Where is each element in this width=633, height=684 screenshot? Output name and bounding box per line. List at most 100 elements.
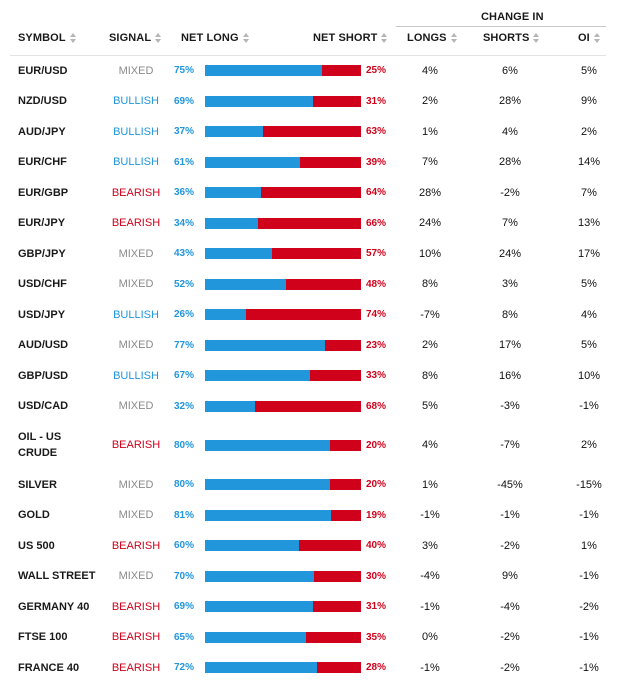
net-short-bar-segment <box>310 370 361 381</box>
symbol-link-text[interactable]: GERMANY 40 <box>18 600 90 613</box>
symbol-link-text[interactable]: EUR/JPY <box>18 217 66 229</box>
table-row[interactable]: WALL STREET MIXED 70% 30% -4% 9% -1% <box>0 561 633 591</box>
table-row[interactable]: OIL - US CRUDE BEARISH 80% 20% 4% -7% 2% <box>0 422 633 468</box>
table-row[interactable]: EUR/USD MIXED 75% 25% 4% 6% 5% <box>0 56 633 85</box>
symbol-link[interactable]: WALL STREET <box>18 561 113 591</box>
table-row[interactable]: USD/CHF MIXED 52% 48% 8% 3% 5% <box>0 269 633 299</box>
symbol-link[interactable]: GBP/JPY <box>18 239 113 268</box>
signal-label-text: BULLISH <box>113 369 159 382</box>
symbol-link[interactable]: SILVER <box>18 470 113 499</box>
signal-label-text: MIXED <box>118 478 154 491</box>
change-shorts-value: -2% <box>480 178 540 207</box>
table-row[interactable]: NZD/USD BULLISH 69% 31% 2% 28% 9% <box>0 86 633 116</box>
symbol-link-text[interactable]: NZD/USD <box>18 95 67 107</box>
column-header-shorts[interactable]: SHORTS <box>483 32 540 44</box>
column-header-longs[interactable]: LONGS <box>407 32 458 44</box>
net-long-value-text: 67% <box>173 370 194 381</box>
symbol-link-text[interactable]: GBP/JPY <box>18 247 66 260</box>
table-row[interactable]: SILVER MIXED 80% 20% 1% -45% -15% <box>0 470 633 499</box>
table-row[interactable]: US 500 BEARISH 60% 40% 3% -2% 1% <box>0 531 633 560</box>
symbol-link[interactable]: USD/CAD <box>18 391 113 421</box>
net-long-value-text: 52% <box>173 278 194 290</box>
table-row[interactable]: GBP/USD BULLISH 67% 33% 8% 16% 10% <box>0 361 633 390</box>
sort-arrows-icon[interactable] <box>593 32 601 44</box>
change-oi-value-text: 5% <box>581 278 597 290</box>
change-longs-value-text: 1% <box>422 478 438 491</box>
symbol-link[interactable]: GOLD <box>18 500 113 530</box>
symbol-link-text[interactable]: FRANCE 40 <box>18 661 80 674</box>
symbol-link[interactable]: NZD/USD <box>18 86 113 116</box>
net-long-value: 69% <box>160 592 194 621</box>
symbol-link[interactable]: GBP/USD <box>18 361 113 390</box>
column-header-signal[interactable]: SIGNAL <box>109 32 162 44</box>
sort-arrows-icon[interactable] <box>532 32 540 44</box>
symbol-link-text[interactable]: USD/CAD <box>18 400 69 412</box>
net-long-value-text: 80% <box>173 439 194 451</box>
symbol-link[interactable]: FTSE 100 <box>18 622 113 652</box>
change-longs-value: 2% <box>405 86 455 116</box>
column-header-net-long[interactable]: NET LONG <box>181 32 250 44</box>
sort-arrows-icon[interactable] <box>380 32 388 44</box>
table-row[interactable]: GOLD MIXED 81% 19% -1% -1% -1% <box>0 500 633 530</box>
symbol-link[interactable]: USD/JPY <box>18 300 113 329</box>
change-oi-value: 1% <box>560 531 618 560</box>
net-short-value-text: 68% <box>366 400 387 412</box>
net-long-bar-segment <box>205 571 314 582</box>
symbol-link-text[interactable]: OIL - US CRUDE <box>18 431 62 459</box>
symbol-link-text[interactable]: GBP/USD <box>18 369 69 382</box>
sort-arrows-icon[interactable] <box>450 32 458 44</box>
symbol-link-text[interactable]: AUD/USD <box>18 339 69 351</box>
symbol-link-text[interactable]: USD/CHF <box>18 278 67 290</box>
symbol-link[interactable]: AUD/USD <box>18 330 113 360</box>
table-row[interactable]: GERMANY 40 BEARISH 69% 31% -1% -4% -2% <box>0 592 633 621</box>
symbol-link[interactable]: USD/CHF <box>18 269 113 299</box>
symbol-link-text[interactable]: EUR/USD <box>18 64 68 77</box>
symbol-link[interactable]: GERMANY 40 <box>18 592 113 621</box>
symbol-link[interactable]: EUR/JPY <box>18 208 113 238</box>
table-row[interactable]: FRANCE 40 BEARISH 72% 28% -1% -2% -1% <box>0 653 633 682</box>
symbol-link[interactable]: EUR/USD <box>18 56 113 85</box>
table-row[interactable]: USD/JPY BULLISH 26% 74% -7% 8% 4% <box>0 300 633 329</box>
sort-arrows-icon[interactable] <box>154 32 162 44</box>
net-long-value-text: 72% <box>173 662 194 673</box>
symbol-link[interactable]: AUD/JPY <box>18 117 113 146</box>
change-longs-value: -4% <box>405 561 455 591</box>
table-row[interactable]: FTSE 100 BEARISH 65% 35% 0% -2% -1% <box>0 622 633 652</box>
net-long-value-text: 81% <box>173 509 194 521</box>
change-longs-value: -1% <box>405 592 455 621</box>
column-header-symbol[interactable]: SYMBOL <box>18 32 77 44</box>
symbol-link-text[interactable]: EUR/CHF <box>18 156 67 168</box>
symbol-link[interactable]: OIL - US CRUDE <box>18 422 96 468</box>
symbol-link[interactable]: EUR/GBP <box>18 178 113 207</box>
table-row[interactable]: GBP/JPY MIXED 43% 57% 10% 24% 17% <box>0 239 633 268</box>
net-short-value-text: 39% <box>366 156 387 168</box>
symbol-link-text[interactable]: SILVER <box>18 478 57 491</box>
symbol-link-text[interactable]: USD/JPY <box>18 308 66 321</box>
symbol-link[interactable]: US 500 <box>18 531 113 560</box>
table-row[interactable]: EUR/CHF BULLISH 61% 39% 7% 28% 14% <box>0 147 633 177</box>
symbol-link-text[interactable]: WALL STREET <box>18 570 96 582</box>
sort-arrows-icon[interactable] <box>69 32 77 44</box>
change-longs-value: 3% <box>405 531 455 560</box>
column-header-net-short[interactable]: NET SHORT <box>313 32 388 44</box>
table-row[interactable]: EUR/JPY BEARISH 34% 66% 24% 7% 13% <box>0 208 633 238</box>
sort-arrows-icon[interactable] <box>242 32 250 44</box>
symbol-link-text[interactable]: AUD/JPY <box>18 125 66 138</box>
symbol-link-text[interactable]: US 500 <box>18 539 55 552</box>
table-row[interactable]: USD/CAD MIXED 32% 68% 5% -3% -1% <box>0 391 633 421</box>
table-row[interactable]: AUD/USD MIXED 77% 23% 2% 17% 5% <box>0 330 633 360</box>
signal-label: BEARISH <box>100 208 172 238</box>
change-oi-value: -1% <box>560 561 618 591</box>
net-position-bar <box>205 126 361 137</box>
symbol-link[interactable]: EUR/CHF <box>18 147 113 177</box>
net-short-value-text: 28% <box>366 662 387 673</box>
table-row[interactable]: EUR/GBP BEARISH 36% 64% 28% -2% 7% <box>0 178 633 207</box>
symbol-link[interactable]: FRANCE 40 <box>18 653 113 682</box>
signal-label: MIXED <box>100 239 172 268</box>
signal-label-text: MIXED <box>118 64 154 77</box>
symbol-link-text[interactable]: GOLD <box>18 509 50 521</box>
symbol-link-text[interactable]: EUR/GBP <box>18 186 69 199</box>
column-header-oi[interactable]: OI <box>578 32 601 44</box>
table-row[interactable]: AUD/JPY BULLISH 37% 63% 1% 4% 2% <box>0 117 633 146</box>
symbol-link-text[interactable]: FTSE 100 <box>18 631 68 643</box>
